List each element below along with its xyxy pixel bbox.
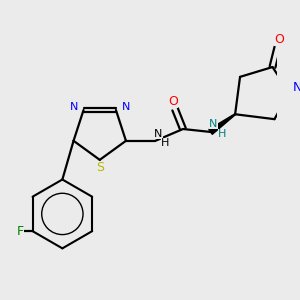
Text: N: N bbox=[122, 102, 130, 112]
Text: N: N bbox=[154, 129, 163, 139]
Text: H: H bbox=[161, 138, 170, 148]
Text: H: H bbox=[218, 129, 226, 139]
Text: N: N bbox=[292, 81, 300, 94]
Text: F: F bbox=[17, 225, 24, 238]
Polygon shape bbox=[209, 114, 236, 134]
Text: S: S bbox=[96, 161, 104, 174]
Text: O: O bbox=[168, 95, 178, 108]
Text: N: N bbox=[209, 119, 218, 129]
Text: N: N bbox=[70, 102, 78, 112]
Text: O: O bbox=[274, 33, 284, 46]
